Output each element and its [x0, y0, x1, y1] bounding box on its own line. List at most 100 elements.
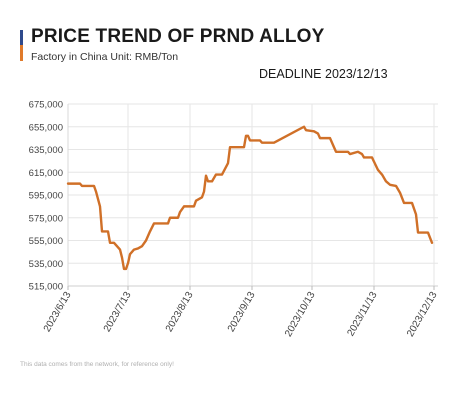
price-series-line [66, 125, 434, 271]
data-point [385, 180, 387, 182]
data-point [201, 196, 203, 198]
series-layer [66, 125, 434, 271]
data-point [363, 156, 365, 159]
data-point [67, 183, 69, 185]
grid-lines [67, 103, 438, 287]
data-point [273, 142, 275, 144]
data-point [335, 151, 337, 153]
x-axis: 2023/6/13 2023/7/13 2023/8/13 2023/9/13 2023… [42, 286, 440, 339]
data-point [377, 169, 379, 171]
data-point [95, 190, 97, 193]
data-point [403, 202, 405, 204]
data-point [195, 200, 197, 202]
x-tick-label: 2023/8/13 [164, 290, 196, 334]
data-point [207, 180, 209, 182]
data-point [347, 151, 349, 153]
data-point [399, 192, 401, 194]
title-accent-bar [20, 30, 23, 61]
data-point [247, 135, 249, 137]
data-point [261, 142, 263, 144]
data-point [205, 175, 207, 177]
data-point [99, 205, 101, 207]
deadline-label: DEADLINE 2023/12/13 [259, 67, 388, 81]
x-tick-label: 2023/7/13 [102, 290, 134, 334]
data-point [167, 222, 169, 225]
accent-orange-segment [20, 45, 23, 61]
data-point [349, 153, 351, 155]
y-tick-label: 515,000 [29, 282, 63, 293]
y-tick-label: 655,000 [29, 122, 63, 133]
data-point [417, 231, 419, 234]
y-axis: 515,000 535,000 555,000 575,000 595,000 615,0… [29, 100, 63, 293]
data-point [259, 139, 261, 141]
y-tick-label: 555,000 [29, 236, 63, 247]
x-tick-label: 2023/6/13 [42, 290, 74, 334]
chart-subtitle: Factory in China Unit: RMB/Ton [31, 51, 179, 63]
data-point [411, 202, 413, 204]
data-point [415, 213, 417, 215]
data-point [93, 185, 95, 187]
data-point [123, 268, 125, 270]
data-point [317, 132, 319, 135]
y-tick-label: 595,000 [29, 191, 63, 202]
data-point [141, 245, 143, 247]
chart-title: PRICE TREND OF PRND ALLOY [31, 26, 325, 47]
data-point [333, 146, 335, 148]
data-point [113, 242, 115, 244]
data-point [303, 126, 305, 128]
accent-blue-segment [20, 30, 23, 45]
data-point [361, 153, 363, 155]
data-point [177, 217, 179, 219]
x-tick-label: 2023/12/13 [405, 290, 440, 339]
data-point [381, 173, 383, 176]
data-point [169, 217, 171, 219]
data-point [319, 137, 321, 139]
y-tick-label: 615,000 [29, 168, 63, 179]
data-point [329, 137, 331, 139]
y-tick-label: 635,000 [29, 145, 63, 156]
data-point [249, 139, 251, 141]
data-point [305, 129, 307, 131]
data-point [227, 162, 229, 164]
data-point [133, 249, 135, 251]
data-point [357, 151, 359, 153]
data-point [127, 262, 129, 264]
data-point [193, 205, 195, 207]
data-point [179, 211, 181, 213]
data-point [245, 135, 247, 137]
data-point [243, 146, 245, 148]
data-point [395, 185, 397, 187]
data-point [129, 253, 131, 255]
x-tick-label: 2023/10/13 [283, 290, 318, 339]
y-tick-label: 575,000 [29, 213, 63, 224]
x-tick-label: 2023/9/13 [226, 290, 258, 334]
data-point [203, 190, 205, 193]
data-point [79, 183, 81, 185]
data-point [107, 230, 109, 232]
data-point [431, 242, 433, 244]
data-point [389, 184, 391, 186]
data-point [229, 146, 231, 148]
data-point [211, 180, 213, 182]
data-point [101, 230, 103, 232]
data-point [427, 231, 429, 234]
y-tick-label: 675,000 [29, 100, 63, 111]
x-tick-label: 2023/11/13 [345, 290, 379, 339]
data-point [109, 242, 111, 244]
y-tick-label: 535,000 [29, 259, 63, 270]
data-point [137, 247, 139, 250]
data-point [125, 268, 127, 270]
data-point [81, 185, 83, 187]
data-point [371, 156, 373, 159]
data-point [153, 222, 155, 225]
data-point [313, 130, 315, 132]
data-point [121, 256, 123, 259]
data-point [183, 205, 185, 207]
footer-note: This data comes from the network, for re… [20, 361, 174, 368]
data-point [215, 173, 217, 176]
data-point [221, 173, 223, 176]
data-point [145, 239, 147, 242]
data-point [149, 230, 151, 232]
